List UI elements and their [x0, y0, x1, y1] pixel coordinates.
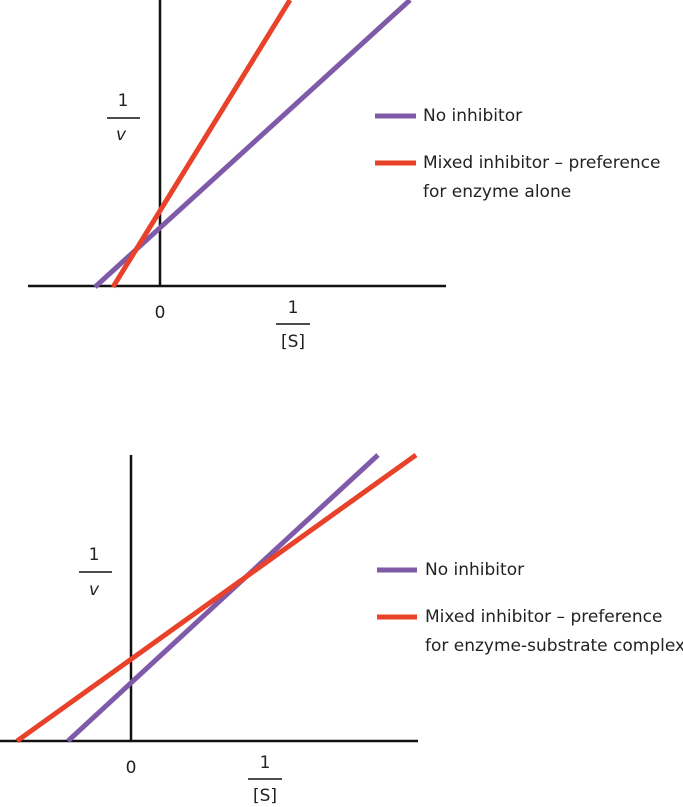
x-label-denominator: [S]	[281, 332, 305, 352]
legend-label: Mixed inhibitor – preference	[425, 607, 662, 627]
y-label-numerator: 1	[118, 91, 129, 111]
y-label-denominator: v	[116, 125, 127, 145]
inhibitor-line	[15, 452, 418, 744]
legend-label: for enzyme alone	[423, 182, 571, 202]
no-inhibitor-line	[93, 0, 412, 289]
origin-label: 0	[126, 758, 137, 778]
x-label-denominator: [S]	[253, 786, 277, 806]
origin-label: 0	[155, 303, 166, 323]
y-label-denominator: v	[89, 580, 100, 600]
legend-label: for enzyme-substrate complex	[425, 636, 683, 656]
x-label-numerator: 1	[260, 753, 271, 773]
legend-label: Mixed inhibitor – preference	[423, 153, 660, 173]
legend-label: No inhibitor	[425, 560, 524, 580]
legend-label: No inhibitor	[423, 106, 522, 126]
y-label-numerator: 1	[89, 545, 100, 565]
inhibitor-line	[110, 0, 293, 289]
x-label-numerator: 1	[288, 298, 299, 318]
no-inhibitor-line	[66, 453, 380, 743]
